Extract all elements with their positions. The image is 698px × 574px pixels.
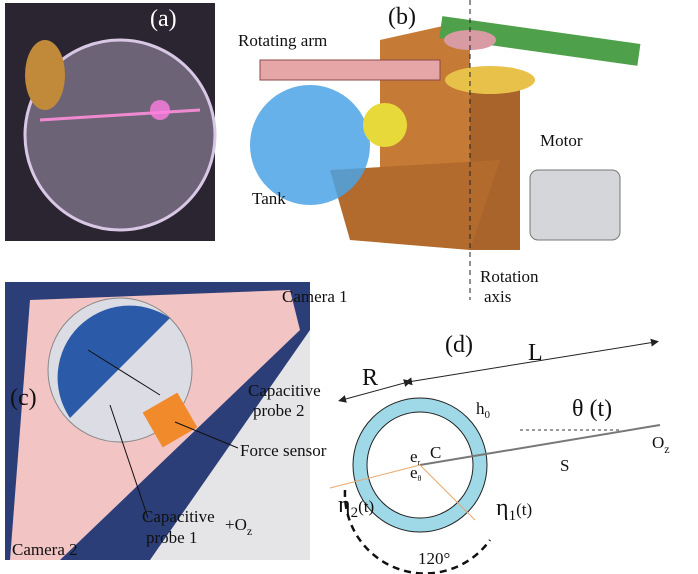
sub: θ — [418, 474, 422, 483]
panel-label: (a) — [150, 6, 177, 32]
label: Force sensor — [240, 441, 327, 460]
label: θ (t) — [572, 396, 612, 422]
label: Tank — [252, 189, 286, 208]
label: axis — [484, 287, 511, 306]
rest: (t) — [358, 497, 374, 516]
main: e — [410, 463, 418, 482]
label: Rotating arm — [238, 31, 327, 50]
label: L — [528, 340, 543, 366]
main: O — [235, 515, 247, 534]
prefix: + — [225, 515, 235, 534]
rest: (t) — [516, 500, 532, 519]
label: Capacitive — [248, 381, 321, 400]
label: Motor — [540, 131, 583, 150]
label: Camera 2 — [12, 540, 78, 559]
main: h — [476, 399, 485, 418]
sub: 1 — [509, 508, 517, 524]
panel-b: (b) Rotating arm Tank Motor Rotation axi… — [238, 0, 641, 306]
main: η — [338, 492, 351, 518]
label: R — [362, 365, 378, 391]
sub: r — [418, 458, 421, 467]
label: eθ — [410, 463, 422, 483]
panel-d: (d) L R h0 C er eθ θ (t) S Oz η2(t) η1(t… — [329, 332, 670, 574]
label: S — [560, 456, 569, 475]
sub: z — [664, 442, 669, 456]
label: Oz — [652, 433, 670, 456]
label: probe 1 — [146, 528, 197, 547]
panel-label: (c) — [10, 385, 37, 411]
label: er — [410, 447, 421, 467]
main: e — [410, 447, 418, 466]
sub: 2 — [351, 505, 359, 521]
panel-c: (c) Camera 1 Camera 2 Capacitive probe 2… — [5, 282, 348, 560]
label: η2(t) — [338, 492, 374, 521]
label: Rotation — [480, 267, 539, 286]
panel-label: (b) — [388, 4, 416, 30]
main: η — [496, 495, 509, 521]
label: probe 2 — [253, 401, 304, 420]
label: C — [430, 443, 441, 462]
label: 120° — [418, 549, 450, 568]
main: O — [652, 433, 664, 452]
label: h0 — [476, 399, 491, 421]
panel-label: (d) — [445, 332, 473, 358]
label: Camera 1 — [282, 287, 348, 306]
label: Capacitive — [142, 507, 215, 526]
label: +Oz — [225, 515, 252, 538]
label: η1(t) — [496, 495, 532, 524]
sub: z — [247, 524, 252, 538]
sub: 0 — [485, 409, 491, 421]
panel-a: (a) — [5, 3, 217, 241]
